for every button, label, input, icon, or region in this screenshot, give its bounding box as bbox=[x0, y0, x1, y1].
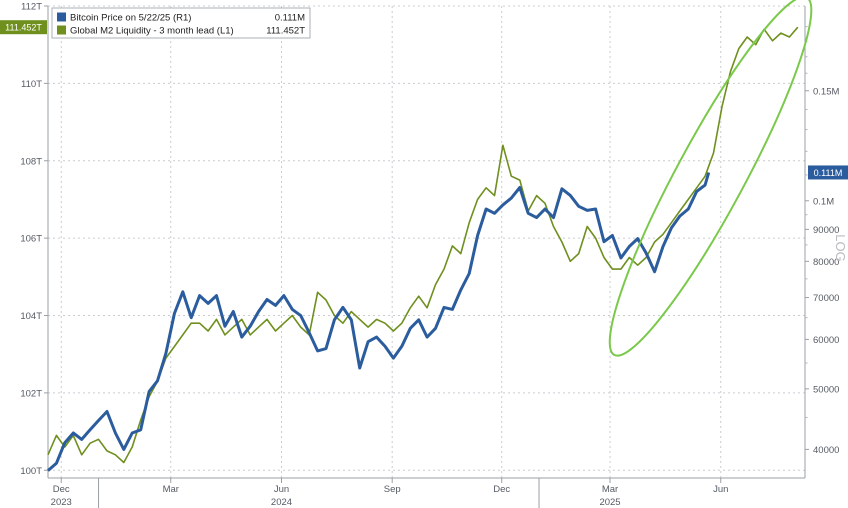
legend-swatch bbox=[57, 25, 66, 35]
legend-swatch bbox=[57, 12, 66, 22]
highlight-ellipse bbox=[608, 0, 813, 357]
left-tick-label: 108T bbox=[20, 156, 42, 167]
left-tick-label: 112T bbox=[21, 2, 42, 13]
x-year-label: 2023 bbox=[51, 497, 72, 508]
right-tick-label: 90000 bbox=[813, 225, 839, 236]
legend-value: 111.452T bbox=[266, 26, 305, 37]
legend-box bbox=[51, 7, 311, 39]
left-value-tag bbox=[0, 20, 47, 35]
left-tick-label: 106T bbox=[20, 234, 42, 245]
left-tick-label: 110T bbox=[21, 79, 42, 90]
right-value-tag bbox=[808, 165, 848, 180]
left-tick-label: 102T bbox=[20, 388, 42, 399]
legend: Bitcoin Price on 5/22/25 (R1) 0.111M Globa… bbox=[51, 7, 311, 39]
log-scale-label: LOG bbox=[833, 234, 848, 261]
x-tick-label: Dec bbox=[493, 484, 510, 495]
x-year-label: 2024 bbox=[271, 497, 292, 508]
left-tick-label: 100T bbox=[20, 466, 42, 477]
x-tick-label: Mar bbox=[602, 484, 618, 495]
legend-label: Global M2 Liquidity - 3 month lead (L1) bbox=[70, 26, 234, 37]
right-tick-label: 60000 bbox=[813, 335, 839, 346]
x-tick-label: Sep bbox=[384, 484, 401, 495]
legend-value: 0.111M bbox=[275, 13, 305, 24]
left-value-tag-label: 111.452T bbox=[5, 23, 42, 33]
x-year-label: 2025 bbox=[599, 497, 620, 508]
right-tick-label: 50000 bbox=[813, 384, 839, 395]
right-tick-label: 40000 bbox=[813, 445, 839, 456]
right-tick-label: 80000 bbox=[813, 257, 839, 268]
legend-label: Bitcoin Price on 5/22/25 (R1) bbox=[70, 13, 191, 24]
right-value-tag-label: 0.111M bbox=[814, 168, 843, 178]
right-tick-label: 70000 bbox=[813, 293, 839, 304]
x-tick-label: Jun bbox=[713, 484, 728, 495]
bitcoin-price-line bbox=[47, 172, 711, 472]
right-tick-label: 0.15M bbox=[813, 86, 839, 97]
x-tick-label: Jun bbox=[274, 484, 289, 495]
x-tick-label: Dec bbox=[53, 484, 70, 495]
x-tick-label: Mar bbox=[163, 484, 179, 495]
left-tick-label: 104T bbox=[20, 311, 42, 322]
right-tick-label: 0.1M bbox=[813, 196, 834, 207]
m2-liquidity-line bbox=[47, 26, 799, 464]
